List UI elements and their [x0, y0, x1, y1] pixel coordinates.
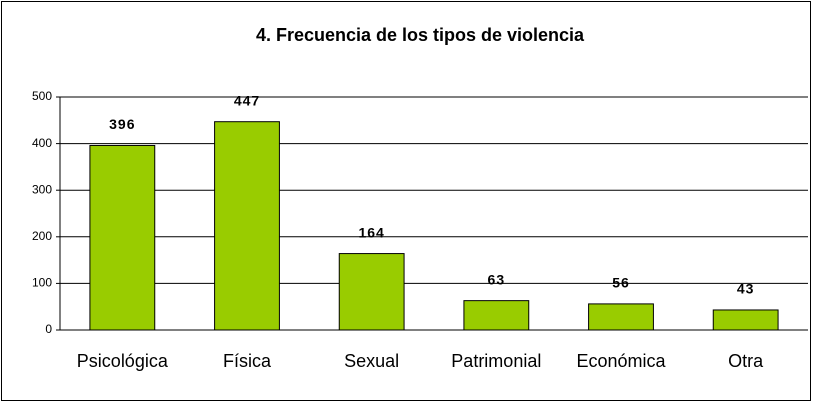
data-label: 396	[109, 116, 135, 132]
x-tick-label: Sexual	[344, 351, 399, 371]
x-tick-label: Otra	[728, 351, 764, 371]
x-tick-label: Económica	[576, 351, 666, 371]
bar	[712, 309, 779, 331]
bar	[89, 144, 156, 331]
y-tick-label: 100	[32, 276, 52, 290]
data-label: 447	[234, 92, 260, 108]
y-tick-label: 400	[32, 136, 52, 150]
y-tick-label: 0	[45, 322, 52, 336]
x-tick-label: Patrimonial	[451, 351, 541, 371]
y-tick-label: 500	[32, 89, 52, 103]
data-label: 56	[612, 275, 630, 291]
bar	[338, 253, 405, 331]
data-label: 43	[737, 281, 755, 297]
bar	[588, 303, 654, 331]
x-tick-label: Psicológica	[77, 351, 169, 371]
bar	[463, 300, 530, 331]
y-tick-label: 200	[32, 229, 52, 243]
x-tick-label: Física	[223, 351, 272, 371]
data-label: 63	[488, 271, 506, 287]
chart-title: 4. Frecuencia de los tipos de violencia	[256, 25, 585, 45]
y-tick-label: 300	[32, 182, 52, 196]
bar	[214, 121, 280, 331]
data-label: 164	[358, 224, 384, 240]
